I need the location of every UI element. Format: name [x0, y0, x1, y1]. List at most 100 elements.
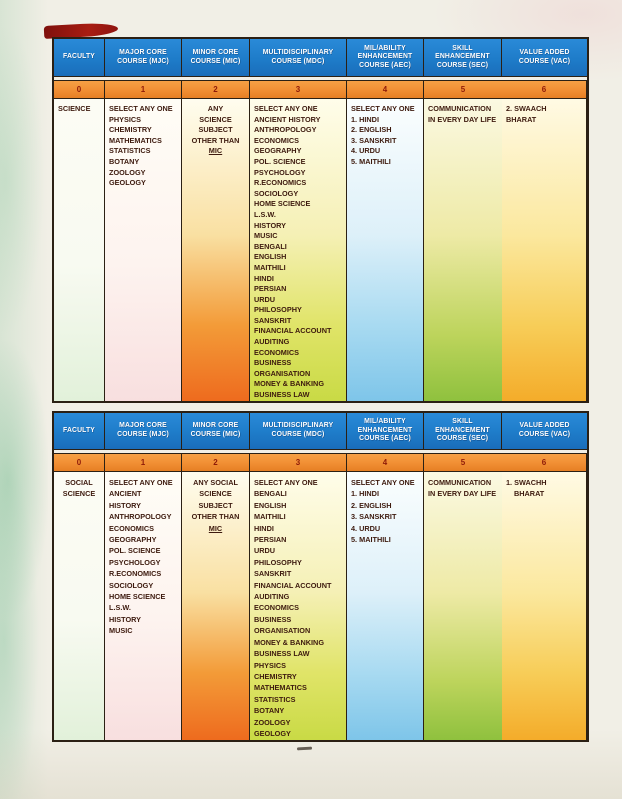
number-band-2: 2	[182, 81, 250, 99]
list-line: SCIENCE	[58, 104, 91, 113]
list-line: HOME SCIENCE	[109, 592, 166, 602]
list-line: SCIENCE	[199, 114, 232, 124]
list-line: MIC	[208, 146, 223, 156]
list-line: MUSIC	[109, 626, 133, 636]
list-line: ANCIENT HISTORY	[254, 114, 321, 124]
list-line: CHEMISTRY	[109, 125, 152, 135]
cell-science-vac: 2. SWAACH BHARAT	[502, 99, 587, 401]
list-line: MATHEMATICS	[254, 683, 307, 693]
list-line: BOTANY	[109, 156, 140, 166]
list-line: CHEMISTRY	[254, 671, 297, 681]
header-cell-aec: MIL/ABILITY ENHANCEMENT COURSE (AEC)	[347, 413, 424, 450]
list-line: BHARAT	[506, 114, 537, 124]
list-line: MAITHILI	[254, 512, 286, 522]
header-cell-mjc: MAJOR CORE COURSE (MJC)	[105, 413, 182, 450]
list-line: ORGANISATION	[254, 368, 311, 378]
number-band-6: 6	[502, 81, 587, 99]
number-band-3: 3	[250, 454, 347, 472]
cell-science-mjc-list: SELECT ANY ONE PHYSICS CHEMISTRY MATHEMATIC…	[105, 99, 182, 401]
header-cell-faculty: FACULTY	[54, 413, 105, 450]
list-line: SELECT ANY ONE	[254, 104, 318, 113]
list-line: BUSINESS	[254, 358, 292, 368]
scan-green-edge-tint	[0, 0, 48, 799]
list-line: ANCIENT	[109, 489, 142, 499]
list-line: POL. SCIENCE	[109, 546, 161, 556]
list-line: HOME SCIENCE	[254, 199, 311, 209]
list-line: URDU	[254, 546, 276, 556]
list-line: 1. HINDI	[351, 489, 379, 499]
list-line: ORGANISATION	[254, 626, 311, 636]
list-line: GEOGRAPHY	[109, 535, 157, 545]
list-line: HISTORY	[109, 614, 142, 624]
list-line: R.ECONOMICS	[254, 178, 307, 188]
list-line: MATHEMATICS	[109, 135, 162, 145]
cell-social-science-vac: 1. SWACHH BHARAT	[502, 472, 587, 740]
list-line: GEOLOGY	[254, 728, 291, 738]
list-line: MAITHILI	[254, 262, 286, 272]
list-line: PHYSICS	[254, 660, 287, 670]
cell-social-science-mic-rule: ANY SOCIAL SCIENCE SUBJECT OTHER THAN MIC	[182, 472, 250, 740]
list-line: ANY SOCIAL	[193, 478, 238, 487]
list-line: 4. URDU	[351, 523, 381, 533]
list-line: SUBJECT	[198, 500, 233, 510]
list-line: ECONOMICS	[254, 603, 299, 613]
cell-science-faculty: SCIENCE	[54, 99, 105, 401]
list-line: MUSIC	[254, 231, 278, 241]
number-band-0: 0	[54, 81, 105, 99]
number-band-4: 4	[347, 81, 424, 99]
list-line: ECONOMICS	[109, 523, 154, 533]
list-line: ENGLISH	[254, 500, 287, 510]
list-line: HISTORY	[109, 500, 142, 510]
list-line: ANY	[207, 104, 224, 113]
list-line: POL. SCIENCE	[254, 156, 306, 166]
list-line: 3. SANSKRIT	[351, 512, 397, 522]
number-band-3: 3	[250, 81, 347, 99]
header-cell-mic: MINOR CORE COURSE (MIC)	[182, 39, 250, 77]
number-band-6: 6	[502, 454, 587, 472]
list-line: SELECT ANY ONE	[351, 104, 415, 113]
list-line: PHILOSOPHY	[254, 557, 302, 567]
header-cell-sec: SKILL ENHANCEMENT COURSE (SEC)	[424, 39, 502, 77]
list-line: BENGALI	[254, 241, 287, 251]
list-line: SOCIOLOGY	[254, 188, 299, 198]
list-line: SCIENCE	[199, 489, 232, 499]
list-line: SELECT ANY ONE	[254, 478, 318, 487]
list-line: BUSINESS LAW	[254, 390, 310, 400]
cell-social-science-mjc-list: SELECT ANY ONE ANCIENT HISTORY ANTHROPOLOGY…	[105, 472, 182, 740]
course-table-social-science: FACULTY MAJOR CORE COURSE (MJC) MINOR CO…	[52, 411, 589, 742]
number-band-0: 0	[54, 454, 105, 472]
header-cell-mdc: MULTIDISCIPLINARY COURSE (MDC)	[250, 39, 347, 77]
cell-science-mdc-list: SELECT ANY ONE ANCIENT HISTORY ANTHROPOLOG…	[250, 99, 347, 401]
list-line: 5. MAITHILI	[351, 535, 391, 545]
list-line: ZOOLOGY	[254, 717, 291, 727]
header-cell-vac: VALUE ADDED COURSE (VAC)	[502, 39, 587, 77]
list-line: PSYCHOLOGY	[109, 557, 161, 567]
list-line: L.S.W.	[109, 603, 131, 613]
number-band-4: 4	[347, 454, 424, 472]
header-cell-sec: SKILL ENHANCEMENT COURSE (SEC)	[424, 413, 502, 450]
list-line: SANSKRIT	[254, 315, 292, 325]
list-line: PERSIAN	[254, 535, 287, 545]
number-band-5: 5	[424, 81, 502, 99]
cell-science-sec: COMMUNICATION IN EVERY DAY LIFE	[424, 99, 502, 401]
number-band-5: 5	[424, 454, 502, 472]
list-line: ANTHROPOLOGY	[254, 125, 317, 135]
number-band-2: 2	[182, 454, 250, 472]
list-line: SUBJECT	[198, 125, 233, 135]
list-line: ECONOMICS	[254, 347, 299, 357]
list-line: OTHER THAN	[191, 135, 240, 145]
list-line: AUDITING	[254, 337, 290, 347]
list-line: BENGALI	[254, 489, 287, 499]
list-line: IN EVERY DAY LIFE	[428, 489, 497, 499]
list-line: PHILOSOPHY	[254, 305, 302, 315]
header-cell-vac: VALUE ADDED COURSE (VAC)	[502, 413, 587, 450]
header-cell-aec: MIL/ABILITY ENHANCEMENT COURSE (AEC)	[347, 39, 424, 77]
list-line: GEOGRAPHY	[254, 146, 302, 156]
list-line: 5. MAITHILI	[351, 156, 391, 166]
list-line: PSYCHOLOGY	[254, 167, 306, 177]
list-line: SCIENCE	[62, 489, 96, 499]
list-line: R.ECONOMICS	[109, 569, 162, 579]
list-line: 2. ENGLISH	[351, 125, 392, 135]
list-line: SOCIOLOGY	[109, 580, 154, 590]
header-cell-mdc: MULTIDISCIPLINARY COURSE (MDC)	[250, 413, 347, 450]
